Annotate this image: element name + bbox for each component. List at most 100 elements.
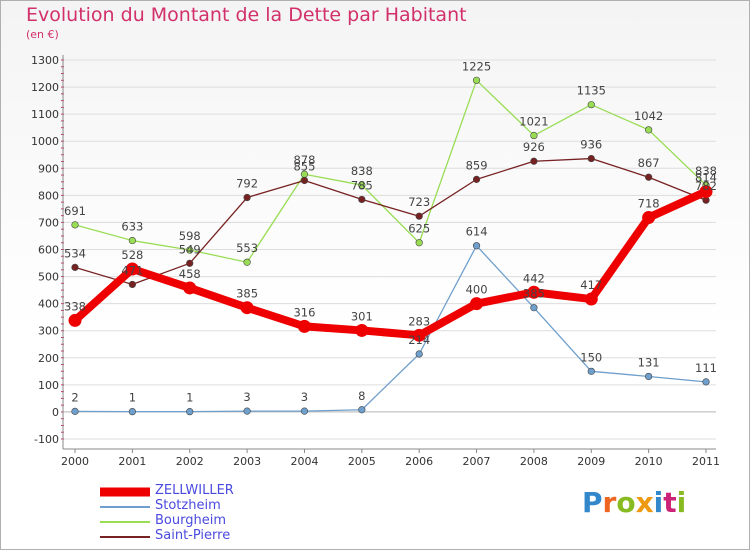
data-point-saint_pierre <box>300 176 309 185</box>
data-label-stotzheim: 150 <box>580 350 602 364</box>
data-label-stotzheim: 2 <box>71 390 78 404</box>
data-point-saint_pierre <box>645 173 653 181</box>
data-label-saint_pierre: 471 <box>121 263 143 277</box>
data-point-bourgheim <box>472 76 481 84</box>
data-label-bourgheim: 633 <box>121 220 143 234</box>
data-label-saint_pierre: 549 <box>179 242 201 256</box>
data-label-stotzheim: 1 <box>129 391 136 405</box>
data-label-bourgheim: 1225 <box>462 59 491 73</box>
data-label-zellwiller: 528 <box>121 248 143 262</box>
legend-label-bourgheim: Bourgheim <box>155 513 226 528</box>
data-label-bourgheim: 1042 <box>634 109 663 123</box>
data-label-zellwiller: 458 <box>179 267 201 281</box>
y-tick-label: 900 <box>38 162 59 175</box>
data-point-zellwiller <box>240 301 254 315</box>
data-label-stotzheim: 3 <box>243 390 250 404</box>
data-label-zellwiller: 442 <box>523 271 545 285</box>
data-point-zellwiller <box>584 292 598 306</box>
legend-label-zellwiller: ZELLWILLER <box>155 483 234 498</box>
x-tick-label: 2004 <box>290 455 318 468</box>
data-point-stotzheim <box>186 408 194 416</box>
data-point-zellwiller <box>183 281 197 295</box>
data-label-saint_pierre: 792 <box>236 177 258 191</box>
logo-letter: r <box>602 486 617 519</box>
y-tick-label: 600 <box>38 244 59 257</box>
logo-letter: i <box>676 486 687 519</box>
data-label-bourgheim: 691 <box>64 204 86 218</box>
data-label-stotzheim: 214 <box>408 333 430 347</box>
chart-unit-label: (en €) <box>26 28 59 41</box>
y-tick-label: 700 <box>38 216 59 229</box>
data-label-stotzheim: 614 <box>466 225 488 239</box>
data-label-zellwiller: 385 <box>236 287 258 301</box>
data-point-zellwiller <box>470 297 484 311</box>
logo-letter: x <box>635 486 654 519</box>
data-point-stotzheim <box>358 406 366 414</box>
data-point-stotzheim <box>587 367 595 375</box>
data-point-bourgheim <box>415 239 423 247</box>
data-point-bourgheim <box>128 236 136 245</box>
x-tick-label: 2003 <box>233 455 261 468</box>
legend-label-saint_pierre: Saint-Pierre <box>155 528 231 543</box>
data-label-bourgheim: 838 <box>695 164 717 178</box>
data-point-saint_pierre <box>186 259 194 267</box>
y-tick-label: 1100 <box>31 108 59 121</box>
y-tick-label: 1200 <box>31 81 59 94</box>
data-label-stotzheim: 3 <box>301 390 308 404</box>
x-tick-label: 2005 <box>348 455 376 468</box>
x-tick-label: 2007 <box>463 455 491 468</box>
data-point-saint_pierre <box>128 280 136 289</box>
data-point-zellwiller <box>68 313 82 327</box>
data-label-zellwiller: 283 <box>408 314 430 328</box>
data-point-saint_pierre <box>530 157 538 165</box>
data-label-zellwiller: 400 <box>466 283 488 297</box>
data-point-stotzheim <box>71 407 79 415</box>
logo-letter: o <box>616 486 636 519</box>
data-point-bourgheim <box>587 101 595 109</box>
data-label-stotzheim: 385 <box>523 287 545 301</box>
data-label-saint_pierre: 785 <box>351 178 373 192</box>
data-point-stotzheim <box>702 378 710 386</box>
data-point-zellwiller <box>642 211 656 225</box>
data-point-saint_pierre <box>243 193 251 202</box>
y-tick-label: -100 <box>34 433 59 446</box>
proxiti-logo: Proxiti <box>582 486 692 526</box>
x-tick-label: 2000 <box>61 455 89 468</box>
y-tick-label: 300 <box>38 325 59 338</box>
data-point-stotzheim <box>128 408 136 416</box>
data-label-zellwiller: 301 <box>351 309 373 323</box>
data-label-saint_pierre: 936 <box>580 138 602 152</box>
data-point-saint_pierre <box>472 175 481 183</box>
x-tick-label: 2001 <box>118 455 146 468</box>
data-point-stotzheim <box>645 372 653 381</box>
data-point-stotzheim <box>300 407 309 415</box>
y-tick-label: 1300 <box>31 54 59 67</box>
x-tick-label: 2002 <box>176 455 204 468</box>
data-point-bourgheim <box>645 126 653 134</box>
data-point-saint_pierre <box>71 263 79 271</box>
data-label-saint_pierre: 723 <box>408 195 430 209</box>
data-point-stotzheim <box>472 242 481 250</box>
data-point-stotzheim <box>530 304 538 312</box>
data-point-saint_pierre <box>358 195 366 204</box>
series-line-zellwiller <box>72 187 708 340</box>
chart-title: Evolution du Montant de la Dette par Hab… <box>26 4 467 26</box>
data-label-bourgheim: 1135 <box>577 84 606 98</box>
data-label-bourgheim: 1021 <box>519 115 548 129</box>
data-label-saint_pierre: 867 <box>638 156 660 170</box>
y-tick-label: 200 <box>38 352 59 365</box>
data-point-zellwiller <box>699 185 713 199</box>
data-label-bourgheim: 625 <box>408 222 430 236</box>
logo-letter: t <box>663 486 677 519</box>
data-point-saint_pierre <box>587 154 595 163</box>
data-label-zellwiller: 417 <box>580 278 602 292</box>
y-tick-label: 1000 <box>31 135 59 148</box>
data-label-saint_pierre: 926 <box>523 140 545 154</box>
data-point-stotzheim <box>415 350 423 358</box>
data-label-stotzheim: 111 <box>695 361 717 375</box>
data-label-zellwiller: 316 <box>293 305 315 319</box>
data-label-saint_pierre: 782 <box>695 179 717 193</box>
logo-letter: i <box>653 486 664 519</box>
data-label-bourgheim: 598 <box>179 229 201 243</box>
